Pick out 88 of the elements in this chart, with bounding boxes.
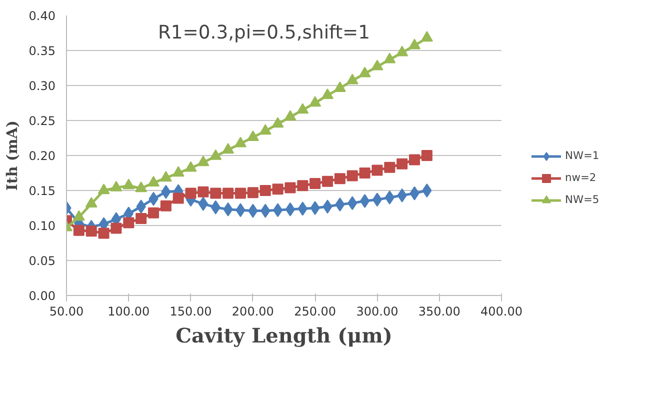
- point: [210, 149, 222, 160]
- point: [136, 213, 147, 224]
- y-tick-label: 0.25: [28, 114, 56, 128]
- point: [309, 96, 322, 107]
- point: [222, 188, 234, 199]
- legend-label: NW=1: [565, 149, 600, 162]
- x-tick-label: 100.00: [108, 304, 150, 318]
- point: [198, 196, 208, 211]
- y-tick-label: 0.30: [28, 79, 56, 93]
- point: [285, 202, 296, 216]
- point: [371, 60, 384, 70]
- point: [334, 173, 346, 184]
- point: [184, 161, 197, 172]
- point: [296, 103, 309, 114]
- point: [284, 110, 296, 121]
- point: [372, 164, 383, 176]
- x-tick-label: 250.00: [294, 304, 336, 318]
- x-tick-label: 50.00: [49, 304, 84, 318]
- point: [172, 166, 184, 177]
- point: [284, 182, 296, 194]
- point: [335, 198, 345, 212]
- point: [384, 162, 396, 173]
- y-axis-title: Ith (mA): [4, 120, 21, 191]
- point: [272, 203, 283, 218]
- point: [260, 185, 271, 196]
- point: [272, 184, 284, 195]
- point: [123, 217, 134, 228]
- point: [396, 46, 408, 56]
- chart-title: R1=0.3,pi=0.5,shift=1: [158, 22, 370, 44]
- point: [210, 188, 222, 199]
- y-tick-label: 0.20: [28, 149, 56, 163]
- point: [334, 81, 346, 92]
- y-tick-label: 0.10: [28, 219, 56, 233]
- point: [408, 38, 420, 50]
- point: [359, 168, 370, 178]
- x-axis-title: Cavity Length (μm): [176, 324, 392, 348]
- x-tick-label: 150.00: [170, 304, 212, 318]
- point: [358, 66, 371, 78]
- point: [110, 180, 122, 192]
- point: [422, 184, 432, 198]
- point: [421, 150, 432, 161]
- point: [160, 171, 172, 182]
- y-tick-label: 0.00: [28, 289, 56, 303]
- x-tick-label: 200.00: [232, 304, 274, 318]
- point: [222, 143, 234, 154]
- y-tick-label: 0.05: [28, 254, 56, 268]
- point: [148, 176, 160, 186]
- point: [420, 31, 433, 42]
- point: [322, 176, 333, 187]
- point: [384, 52, 396, 64]
- point: [98, 228, 110, 239]
- point: [246, 130, 259, 141]
- point: [122, 178, 135, 190]
- point: [172, 192, 184, 204]
- point: [197, 156, 210, 166]
- point: [235, 188, 246, 199]
- point: [135, 182, 148, 192]
- y-tick-label: 0.40: [28, 9, 56, 23]
- point: [234, 136, 246, 148]
- x-tick-label: 350.00: [418, 304, 460, 318]
- point: [259, 124, 272, 135]
- point: [198, 186, 209, 198]
- point: [185, 188, 196, 199]
- y-tick-label: 0.35: [28, 44, 56, 58]
- point: [160, 200, 172, 212]
- point: [110, 222, 122, 234]
- point: [98, 184, 110, 194]
- y-tick-label: 0.15: [28, 184, 56, 198]
- point: [247, 187, 258, 198]
- point: [297, 180, 308, 192]
- legend-label: NW=5: [565, 193, 600, 206]
- point: [322, 88, 334, 99]
- point: [272, 117, 284, 128]
- point: [372, 192, 382, 207]
- point: [346, 74, 358, 84]
- point: [86, 226, 97, 237]
- point: [409, 154, 420, 166]
- x-tick-label: 300.00: [356, 304, 398, 318]
- point: [148, 207, 159, 218]
- point: [73, 224, 84, 236]
- x-tick-label: 400.00: [480, 304, 523, 318]
- point: [310, 178, 321, 189]
- point: [360, 194, 370, 208]
- point: [346, 170, 358, 182]
- legend-label: nw=2: [565, 171, 596, 184]
- point: [310, 201, 320, 215]
- point: [396, 158, 408, 170]
- point: [384, 190, 394, 204]
